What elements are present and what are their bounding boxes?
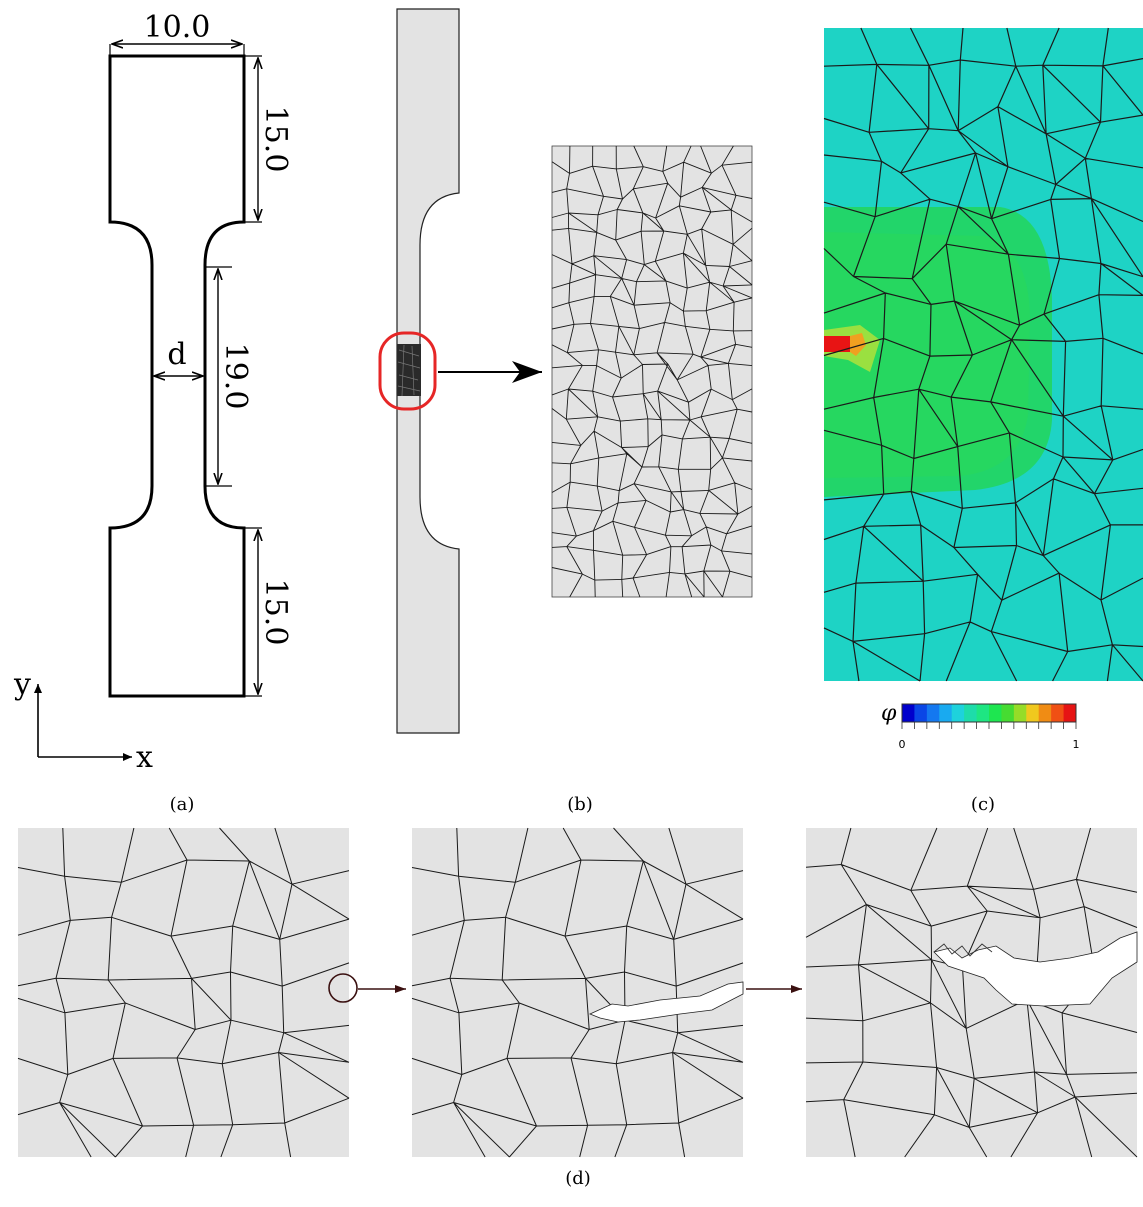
contour-grain-boundaries (823, 27, 1143, 682)
colorbar-segment (1038, 704, 1052, 722)
crack-frame-3 (805, 827, 1138, 1158)
colorbar-segment (939, 704, 953, 722)
crack-initiation-circle (328, 973, 358, 1003)
gauge-width-label: d (167, 337, 186, 372)
colorbar-min-label: 0 (899, 738, 906, 751)
zoom-grain-boundaries (551, 145, 753, 598)
top-length-label: 15.0 (258, 106, 293, 173)
panel-c-label: (c) (971, 794, 995, 815)
colorbar-segment (1051, 704, 1064, 722)
gauge-length-label: 19.0 (218, 343, 253, 410)
frame3-grain-boundaries (805, 827, 1138, 1158)
colorbar-segment (1026, 704, 1040, 722)
panel-a-label: (a) (170, 794, 195, 815)
colorbar-max-label: 1 (1073, 738, 1080, 751)
x-axis-label: x (136, 740, 153, 775)
y-axis-label: y (13, 667, 31, 702)
crack-frame-1 (17, 827, 358, 1158)
panel-b-mesh: (b) (378, 8, 753, 815)
crack-frame-2 (411, 827, 744, 1158)
colorbar-segment (989, 704, 1002, 722)
colorbar-segment (1001, 704, 1015, 722)
colorbar-segment (926, 704, 940, 722)
width-dimension-label: 10.0 (144, 10, 211, 45)
crack-opening-2 (588, 981, 744, 1023)
colorbar-segment (1063, 704, 1077, 722)
crack-opening-3 (933, 931, 1138, 1007)
colorbar-segment (1013, 704, 1027, 722)
frame2-grain-boundaries (411, 827, 744, 1158)
phase-colorbar: φ 0 1 (881, 701, 1080, 751)
panel-d-crack-sequence: (d) (17, 827, 1138, 1189)
frame1-grain-boundaries (17, 827, 350, 1158)
colorbar-segment (976, 704, 990, 722)
colorbar-segment (914, 704, 928, 722)
panel-b-label: (b) (567, 794, 593, 815)
specimen-mesh-outline (396, 8, 460, 734)
panel-d-label: (d) (565, 1168, 591, 1189)
colorbar-segment (964, 704, 977, 722)
bottom-length-label: 15.0 (258, 579, 293, 646)
colorbar-segment (902, 704, 915, 722)
zoom-highlight-ellipse (378, 331, 437, 411)
colorbar-segment (951, 704, 965, 722)
panel-a-geometry: 10.0 15.0 19.0 d 15.0 y x (a) (13, 10, 293, 815)
zoomed-grain-mesh (551, 145, 753, 598)
gauge-grain-patch (397, 344, 421, 397)
panel-c-phase-field (823, 27, 1143, 682)
colorbar-symbol: φ (881, 701, 897, 726)
